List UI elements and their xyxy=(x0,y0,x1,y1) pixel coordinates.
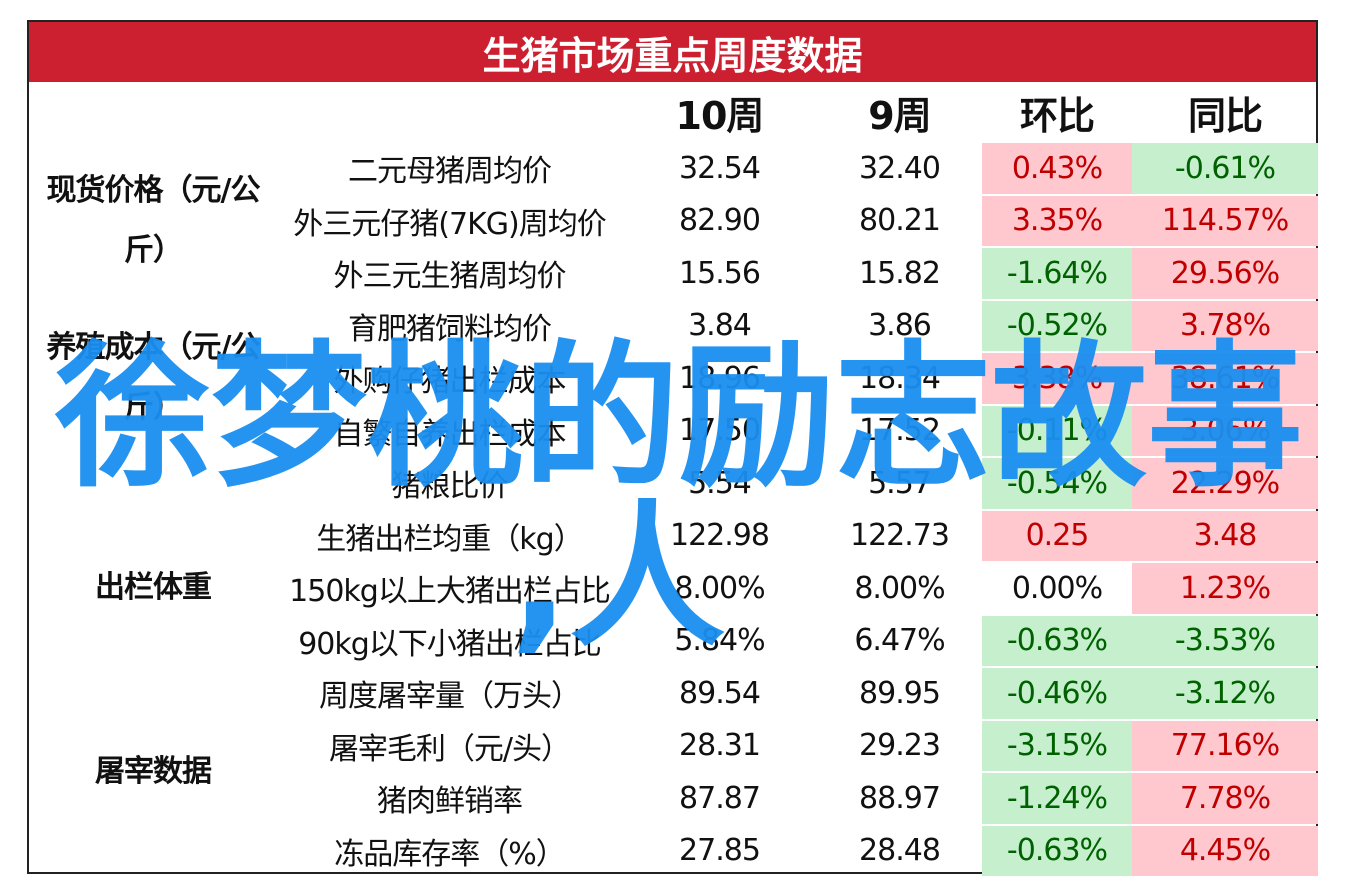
row-label: 育肥猪饲料均价 xyxy=(348,311,552,347)
watermark: 徐梦桃的励志故事 xyxy=(55,326,1303,508)
value: 28.31 xyxy=(679,728,761,764)
value: 89.54 xyxy=(679,675,761,711)
change-value: -3.15% xyxy=(982,720,1132,771)
change-value: -1.24% xyxy=(982,773,1132,824)
value: 18.34 xyxy=(859,360,941,396)
change-value: 3.38% xyxy=(982,353,1132,404)
change-value: 0.25 xyxy=(982,510,1132,561)
change-value: -1.64% xyxy=(982,248,1132,299)
column-header: 同比 xyxy=(1187,93,1263,138)
change-value: 0.00% xyxy=(982,563,1132,614)
value: 27.85 xyxy=(679,833,761,869)
value: 3.86 xyxy=(868,308,932,344)
change-value: -0.63% xyxy=(982,825,1132,876)
value: 122.73 xyxy=(850,518,950,554)
value: 15.56 xyxy=(679,255,761,291)
change-value: 114.57% xyxy=(1132,195,1318,246)
change-value: -0.63% xyxy=(982,615,1132,666)
row-label: 冻品库存率（%） xyxy=(334,836,566,872)
row-label: 二元母猪周均价 xyxy=(348,154,552,190)
value: 5.57 xyxy=(868,465,932,501)
change-value: 3.06% xyxy=(1132,405,1318,456)
row-label: 150kg以上大猪出栏占比 xyxy=(289,574,611,610)
change-value: 3.48 xyxy=(1132,510,1318,561)
value: 80.21 xyxy=(859,203,941,239)
value: 32.40 xyxy=(859,150,941,186)
group-label: 屠宰数据 xyxy=(95,754,212,789)
value: 32.54 xyxy=(679,150,761,186)
row-label: 猪粮比价 xyxy=(391,469,509,505)
data-table: 生猪市场重点周度数据 10周 9周 环比 同比二元母猪周均价 32.54 32.40 0.4… xyxy=(27,20,1318,876)
value: 15.82 xyxy=(859,255,941,291)
column-header: 9周 xyxy=(868,93,931,138)
change-value: 3.78% xyxy=(1132,300,1318,351)
row-label: 生猪出栏均重（kg） xyxy=(316,521,583,557)
value: 8.00% xyxy=(854,570,945,606)
change-value: 0.43% xyxy=(982,143,1132,194)
group-label: 现货价格（元/公斤） xyxy=(46,172,261,268)
value: 3.84 xyxy=(688,308,752,344)
value: 82.90 xyxy=(679,203,761,239)
row-label: 外三元仔猪(7KG)周均价 xyxy=(293,206,606,242)
value: 6.47% xyxy=(854,623,945,659)
column-header: 环比 xyxy=(1019,93,1095,138)
change-value: 22.29% xyxy=(1132,458,1318,509)
value: 29.23 xyxy=(859,728,941,764)
change-value: -3.12% xyxy=(1132,668,1318,719)
row-label: 外购仔猪出栏成本 xyxy=(333,364,567,400)
group-label: 养殖成本（元/公斤） xyxy=(46,330,261,426)
change-value: -0.61% xyxy=(1132,143,1318,194)
value: 28.48 xyxy=(859,833,941,869)
value: 5.54 xyxy=(688,465,752,501)
value: 87.87 xyxy=(679,780,761,816)
column-header: 10周 xyxy=(675,93,765,138)
value: 8.00% xyxy=(674,570,765,606)
change-value: -0.52% xyxy=(982,300,1132,351)
row-label: 屠宰毛利（元/头） xyxy=(328,731,571,767)
row-label: 猪肉鲜销率 xyxy=(377,784,523,820)
value: 17.50 xyxy=(679,413,761,449)
value: 5.84% xyxy=(674,623,765,659)
change-value: 7.78% xyxy=(1132,773,1318,824)
row-label: 自繁自养出栏成本 xyxy=(333,416,567,452)
change-value: 1.23% xyxy=(1132,563,1318,614)
value: 88.97 xyxy=(859,780,941,816)
watermark: ,人 xyxy=(510,486,726,668)
group-label: 出栏体重 xyxy=(95,570,212,606)
value: 89.95 xyxy=(859,675,941,711)
change-value: 29.56% xyxy=(1132,248,1318,299)
value: 18.96 xyxy=(679,360,761,396)
change-value: -0.11% xyxy=(982,405,1132,456)
change-value: 3.35% xyxy=(982,195,1132,246)
change-value: 4.45% xyxy=(1132,825,1318,876)
table-title: 生猪市场重点周度数据 xyxy=(29,22,1316,82)
change-value: -0.54% xyxy=(982,458,1132,509)
row-label: 外三元生猪周均价 xyxy=(333,259,567,295)
value: 122.98 xyxy=(670,518,770,554)
change-value: -3.53% xyxy=(1132,615,1318,666)
change-value: -0.46% xyxy=(982,668,1132,719)
row-label: 90kg以下小猪出栏占比 xyxy=(298,626,602,662)
value: 17.52 xyxy=(859,413,941,449)
row-label: 周度屠宰量（万头） xyxy=(319,679,581,715)
change-value: 38.61% xyxy=(1132,353,1318,404)
change-value: 77.16% xyxy=(1132,720,1318,771)
